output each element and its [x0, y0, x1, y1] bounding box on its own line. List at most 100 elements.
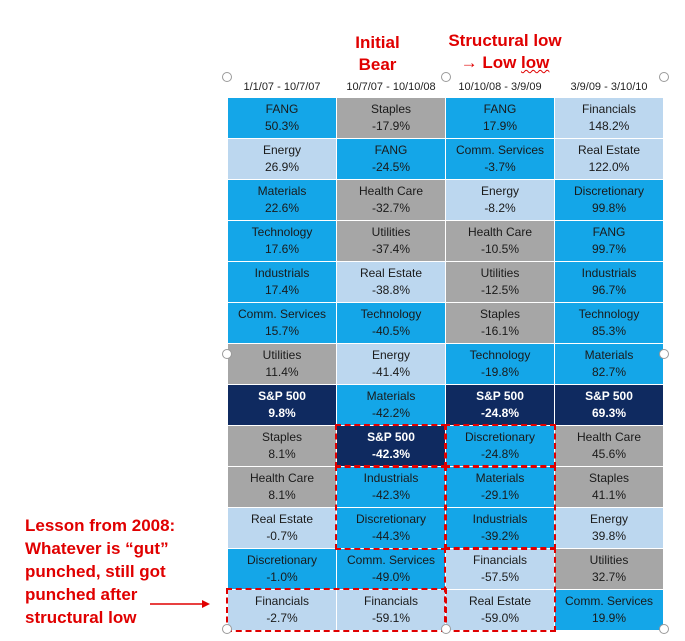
sector-name: Real Estate: [577, 143, 641, 157]
sector-return: 148.2%: [588, 119, 630, 133]
table-cell: Discretionary -1.0%: [228, 549, 336, 589]
sector-return: 85.3%: [591, 324, 627, 338]
sector-return: 39.8%: [591, 529, 627, 543]
lesson-line: Lesson from 2008:: [25, 516, 176, 535]
sector-name: Comm. Services: [564, 594, 653, 608]
table-cell: Staples -16.1%: [446, 303, 554, 343]
structural-line-1: Structural low: [448, 31, 562, 50]
table-cell: Utilities -37.4%: [337, 221, 445, 261]
sector-return: 96.7%: [591, 283, 627, 297]
table-cell: Discretionary -44.3%: [337, 508, 445, 548]
table-cell: FANG 99.7%: [555, 221, 663, 261]
table-cell: Utilities 11.4%: [228, 344, 336, 384]
resize-handle[interactable]: [659, 72, 669, 82]
sector-return: 99.8%: [591, 201, 627, 215]
sector-return: 122.0%: [588, 160, 630, 174]
table-cell: Energy -8.2%: [446, 180, 554, 220]
sector-name: Industrials: [581, 266, 637, 280]
sector-name: Health Care: [249, 471, 315, 485]
table-cell: Staples 41.1%: [555, 467, 663, 507]
table-cell: Discretionary 99.8%: [555, 180, 663, 220]
table-cell: S&P 500 -24.8%: [446, 385, 554, 425]
lesson-line: punched, still got: [25, 562, 166, 581]
sector-name: FANG: [265, 102, 299, 116]
initial-line-1: Initial: [355, 33, 400, 52]
table-cell: Industrials 17.4%: [228, 262, 336, 302]
lesson-line: Whatever is “gut”: [25, 539, 169, 558]
sector-return: 9.8%: [268, 406, 296, 420]
table-cell: FANG 17.9%: [446, 98, 554, 138]
resize-handle[interactable]: [441, 624, 451, 634]
sector-return: -16.1%: [480, 324, 520, 338]
table-cell: Materials -29.1%: [446, 467, 554, 507]
column-header: 10/10/08 - 3/9/09: [446, 78, 554, 96]
resize-handle[interactable]: [659, 624, 669, 634]
sector-return: 15.7%: [264, 324, 300, 338]
table-cell: Energy -41.4%: [337, 344, 445, 384]
sector-name: Comm. Services: [455, 143, 544, 157]
sector-name: Technology: [578, 307, 640, 321]
sector-return: 26.9%: [264, 160, 300, 174]
sector-name: Industrials: [363, 471, 419, 485]
table-cell: Technology 85.3%: [555, 303, 663, 343]
table-cell: Financials -2.7%: [228, 590, 336, 630]
resize-handle[interactable]: [222, 72, 232, 82]
sector-name: Industrials: [472, 512, 528, 526]
table-cell: Comm. Services 19.9%: [555, 590, 663, 630]
sector-name: Industrials: [254, 266, 310, 280]
resize-handle[interactable]: [659, 349, 669, 359]
sector-name: Financials: [581, 102, 637, 116]
table-cell: Technology -40.5%: [337, 303, 445, 343]
lesson-annotation: Lesson from 2008: Whatever is “gut” punc…: [25, 514, 195, 629]
sector-name: Utilities: [589, 553, 629, 567]
table-cell: Industrials -42.3%: [337, 467, 445, 507]
sector-name: Technology: [469, 348, 531, 362]
initial-line-2: Bear: [358, 55, 397, 74]
table-cell: Materials -42.2%: [337, 385, 445, 425]
table-cell: Materials 82.7%: [555, 344, 663, 384]
sector-return: -59.1%: [371, 611, 411, 625]
table-cell: Health Care -32.7%: [337, 180, 445, 220]
sector-name: Utilities: [262, 348, 302, 362]
table-cell: FANG 50.3%: [228, 98, 336, 138]
sector-name: Discretionary: [355, 512, 427, 526]
table-cell: Staples -17.9%: [337, 98, 445, 138]
resize-handle[interactable]: [222, 624, 232, 634]
sector-return: 69.3%: [591, 406, 627, 420]
structural-low-label: Structural low → Low low: [440, 30, 570, 74]
sector-return: -24.8%: [480, 447, 520, 461]
sector-name: Discretionary: [464, 430, 536, 444]
table-cell: Energy 39.8%: [555, 508, 663, 548]
sector-name: Discretionary: [573, 184, 645, 198]
sector-name: Comm. Services: [237, 307, 326, 321]
sector-name: Utilities: [371, 225, 411, 239]
table-cell: Industrials -39.2%: [446, 508, 554, 548]
sector-return: -24.8%: [480, 406, 520, 420]
sector-return: -42.2%: [371, 406, 411, 420]
lesson-line: structural low: [25, 608, 137, 627]
sector-return: 41.1%: [591, 488, 627, 502]
sector-return: 17.4%: [264, 283, 300, 297]
sector-name: Energy: [371, 348, 411, 362]
sector-return: -39.2%: [480, 529, 520, 543]
table-cell: Financials 148.2%: [555, 98, 663, 138]
sector-return: -8.2%: [484, 201, 516, 215]
sector-name: Health Care: [467, 225, 533, 239]
sector-return: -12.5%: [480, 283, 520, 297]
sector-return: -41.4%: [371, 365, 411, 379]
resize-handle[interactable]: [441, 72, 451, 82]
sector-name: Energy: [480, 184, 520, 198]
sector-name: Financials: [363, 594, 419, 608]
sector-name: FANG: [374, 143, 408, 157]
table-cell: Real Estate -59.0%: [446, 590, 554, 630]
sector-return: 17.9%: [482, 119, 518, 133]
table-cell: Energy 26.9%: [228, 139, 336, 179]
sector-return: -38.8%: [371, 283, 411, 297]
resize-handle[interactable]: [222, 349, 232, 359]
sector-return: -44.3%: [371, 529, 411, 543]
sector-name: Staples: [370, 102, 412, 116]
sector-return: -1.0%: [266, 570, 298, 584]
sector-name: Utilities: [480, 266, 520, 280]
sector-name: FANG: [592, 225, 626, 239]
sector-returns-table: 1/1/07 - 10/7/07 10/7/07 - 10/10/08 10/10/…: [226, 78, 664, 632]
